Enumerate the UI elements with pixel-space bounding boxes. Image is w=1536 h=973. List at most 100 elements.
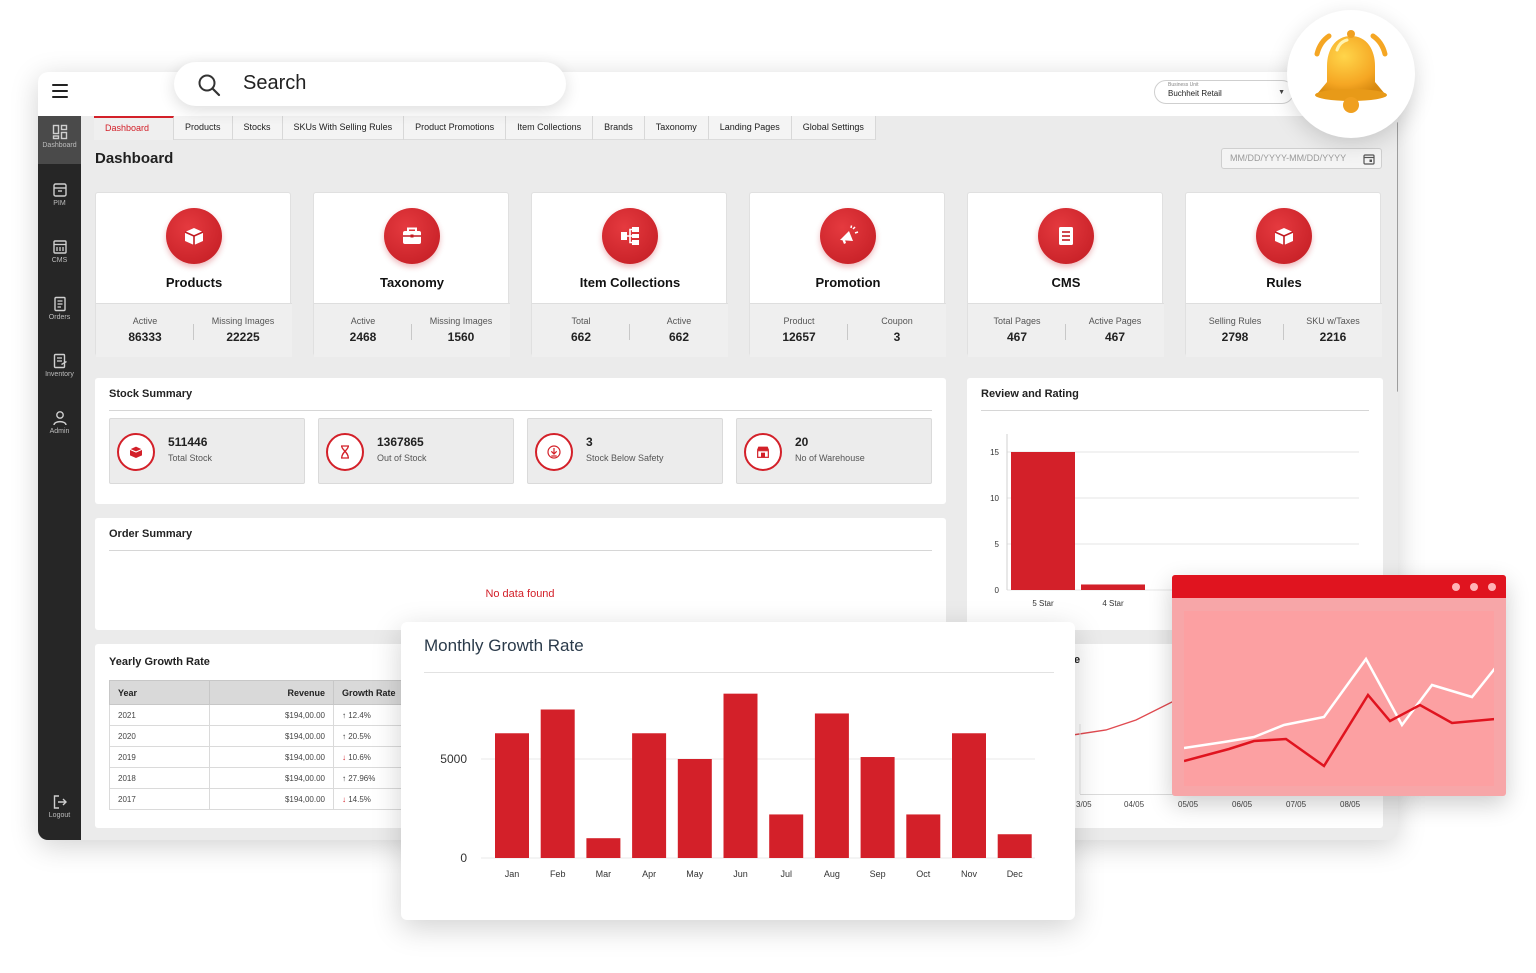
sidebar-item-admin[interactable]: Admin: [38, 402, 81, 450]
year-cell: 2020: [109, 725, 210, 747]
stat-card-products[interactable]: Products Active 86333 Missing Images 22225: [95, 192, 292, 357]
card-value: 467: [1104, 330, 1126, 344]
card-key: Active Pages: [1088, 316, 1142, 326]
sidebar-item-label: Dashboard: [42, 142, 77, 149]
y-tick: 0: [460, 851, 467, 865]
bar[interactable]: [586, 838, 621, 858]
bar[interactable]: [814, 713, 849, 858]
stock-out[interactable]: 1367865 Out of Stock: [318, 418, 514, 484]
tab-products[interactable]: Products: [174, 116, 233, 140]
order-summary-panel: Order Summary No data found: [95, 518, 946, 630]
search-bar[interactable]: Search: [174, 62, 566, 106]
rate-value: 10.6%: [348, 752, 371, 762]
bar[interactable]: [997, 834, 1032, 858]
tab-taxonomy[interactable]: Taxonomy: [645, 116, 709, 140]
tab-stocks[interactable]: Stocks: [233, 116, 283, 140]
tab-item-collections[interactable]: Item Collections: [506, 116, 594, 140]
bar[interactable]: [540, 709, 575, 859]
sidebar-item-orders[interactable]: Orders: [38, 288, 81, 336]
bar[interactable]: [495, 733, 529, 858]
calendar-icon[interactable]: [1363, 153, 1375, 165]
hamburger-menu-icon[interactable]: [52, 84, 68, 98]
x-tick: 5 Star: [1032, 599, 1054, 608]
tab-global-settings[interactable]: Global Settings: [792, 116, 876, 140]
bar[interactable]: [906, 814, 941, 858]
card-value: 2216: [1319, 330, 1347, 344]
revenue-cell: $194,00.00: [209, 746, 334, 768]
panel-title: Order Summary: [109, 528, 193, 540]
stat-card-promotion[interactable]: Promotion Product 12657 Coupon 3: [749, 192, 946, 357]
revenue-cell: $194,00.00: [209, 788, 334, 810]
sidebar-item-cms[interactable]: CMS: [38, 231, 81, 279]
table-row: 2017 $194,00.00 ↓ 14.5%: [109, 788, 409, 810]
x-tick: 3/05: [1076, 800, 1092, 809]
sidebar-item-inventory[interactable]: Inventory: [38, 345, 81, 393]
tab-dashboard[interactable]: Dashboard: [94, 116, 174, 140]
date-range-input[interactable]: MM/DD/YYYY-MM/DD/YYYY: [1221, 148, 1382, 169]
tab-product-promotions[interactable]: Product Promotions: [404, 116, 507, 140]
rate-cell: ↑ 27.96%: [333, 767, 409, 789]
x-tick: 06/05: [1232, 800, 1253, 809]
bar[interactable]: [723, 693, 758, 858]
yearly-growth-table: Year Revenue Growth Rate 2021 $194,00.00 ↑…: [109, 680, 409, 810]
sidebar-item-label: Inventory: [45, 371, 74, 378]
table-header[interactable]: Year: [109, 680, 210, 705]
table-row: 2020 $194,00.00 ↑ 20.5%: [109, 725, 409, 747]
card-key: Total Pages: [993, 316, 1041, 326]
stat-card-taxonomy[interactable]: Taxonomy Active 2468 Missing Images 1560: [313, 192, 510, 357]
y-tick: 15: [990, 448, 999, 457]
card-title: Rules: [1266, 275, 1302, 290]
bar[interactable]: [769, 814, 804, 858]
panel-title: Yearly Growth Rate: [109, 656, 210, 668]
promotion-badge: [820, 208, 876, 264]
stock-warehouses[interactable]: 20 No of Warehouse: [736, 418, 932, 484]
bar[interactable]: [952, 733, 986, 858]
rate-value: 14.5%: [348, 794, 371, 804]
stat-card-rules[interactable]: Rules Selling Rules 2798 SKU w/Taxes 2216: [1185, 192, 1382, 357]
products-badge: [166, 208, 222, 264]
tab-landing-pages[interactable]: Landing Pages: [709, 116, 792, 140]
table-header[interactable]: Growth Rate: [333, 680, 409, 705]
card-key: Missing Images: [429, 316, 493, 326]
stock-label: Stock Below Safety: [586, 453, 664, 463]
sidebar-item-logout[interactable]: Logout: [38, 786, 81, 834]
sidebar-item-label: Admin: [49, 428, 70, 435]
sidebar-item-dashboard[interactable]: Dashboard: [38, 116, 81, 164]
card-title: Promotion: [815, 275, 881, 290]
card-key: Missing Images: [211, 316, 275, 326]
x-tick: Apr: [642, 869, 656, 879]
x-tick: Jul: [780, 869, 792, 879]
notification-bubble[interactable]: [1287, 10, 1415, 138]
arrow-up-icon: ↑: [342, 773, 346, 783]
card-key: Total: [571, 316, 591, 326]
stat-card-item-collections[interactable]: Item Collections Total 662 Active 662: [531, 192, 728, 357]
arrow-up-icon: ↑: [342, 710, 346, 720]
x-tick: 05/05: [1178, 800, 1199, 809]
business-unit-select[interactable]: Business Unit Buchheit Retail ▼: [1154, 80, 1294, 104]
bar[interactable]: [632, 733, 667, 858]
card-key: Active: [350, 316, 376, 326]
rate-value: 12.4%: [348, 710, 371, 720]
bell-icon: [1314, 30, 1388, 113]
bar[interactable]: [677, 759, 712, 858]
stock-below-safety[interactable]: 3 Stock Below Safety: [527, 418, 723, 484]
table-header[interactable]: Revenue: [209, 680, 334, 705]
bar[interactable]: [1011, 452, 1075, 590]
x-tick: Jun: [733, 869, 748, 879]
bar[interactable]: [860, 757, 895, 858]
rules-badge: [1256, 208, 1312, 264]
card-value: 3: [893, 330, 901, 344]
hierarchy-icon: [621, 227, 639, 245]
chevron-down-icon: ▼: [1278, 89, 1285, 96]
stock-total[interactable]: 511446 Total Stock: [109, 418, 305, 484]
tab-skus-with-selling-rules[interactable]: SKUs With Selling Rules: [283, 116, 405, 140]
table-row: 2021 $194,00.00 ↑ 12.4%: [109, 704, 409, 726]
stat-card-cms[interactable]: CMS Total Pages 467 Active Pages 467: [967, 192, 1164, 357]
tab-brands[interactable]: Brands: [593, 116, 645, 140]
bar[interactable]: [1081, 584, 1145, 590]
user-icon: [52, 411, 67, 426]
scrollbar[interactable]: [1397, 122, 1398, 392]
sidebar-item-pim[interactable]: PIM: [38, 174, 81, 222]
y-tick: 10: [990, 494, 999, 503]
rate-cell: ↑ 12.4%: [333, 704, 409, 726]
